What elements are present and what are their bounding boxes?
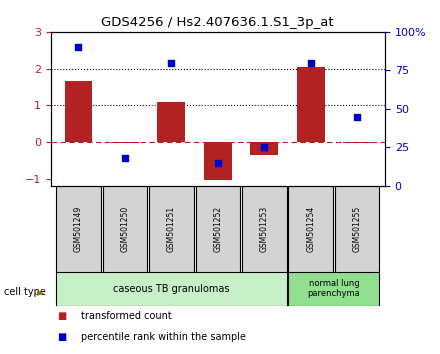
Text: caseous TB granulomas: caseous TB granulomas [113, 284, 230, 294]
Bar [242, 186, 286, 272]
Bar [56, 272, 286, 306]
Point [121, 155, 128, 161]
Bar [297, 67, 325, 142]
Point [261, 144, 268, 150]
Text: GSM501253: GSM501253 [260, 206, 269, 252]
Bar [204, 142, 232, 181]
Text: transformed count: transformed count [81, 311, 172, 321]
Point [354, 114, 361, 119]
Text: GSM501255: GSM501255 [352, 206, 362, 252]
Title: GDS4256 / Hs2.407636.1.S1_3p_at: GDS4256 / Hs2.407636.1.S1_3p_at [102, 16, 334, 29]
Bar [250, 142, 278, 155]
Text: GSM501250: GSM501250 [121, 206, 129, 252]
Bar [158, 102, 185, 142]
Point [168, 60, 175, 65]
Bar [103, 186, 147, 272]
Text: GSM501254: GSM501254 [306, 206, 315, 252]
Bar [56, 186, 101, 272]
Bar [343, 142, 371, 143]
Bar [195, 186, 240, 272]
Text: GSM501252: GSM501252 [213, 206, 222, 252]
Text: GSM501249: GSM501249 [74, 206, 83, 252]
Bar [149, 186, 194, 272]
Point [75, 45, 82, 50]
Point [214, 160, 221, 166]
Bar [288, 186, 333, 272]
Bar [111, 142, 139, 143]
Bar [288, 272, 379, 306]
Bar [335, 186, 379, 272]
Text: ►: ► [37, 287, 44, 297]
Text: cell type: cell type [4, 287, 45, 297]
Text: GSM501251: GSM501251 [167, 206, 176, 252]
Text: normal lung
parenchyma: normal lung parenchyma [308, 279, 360, 298]
Bar [65, 81, 92, 142]
Text: ■: ■ [57, 332, 66, 342]
Text: ■: ■ [57, 311, 66, 321]
Point [307, 60, 314, 65]
Text: percentile rank within the sample: percentile rank within the sample [81, 332, 246, 342]
